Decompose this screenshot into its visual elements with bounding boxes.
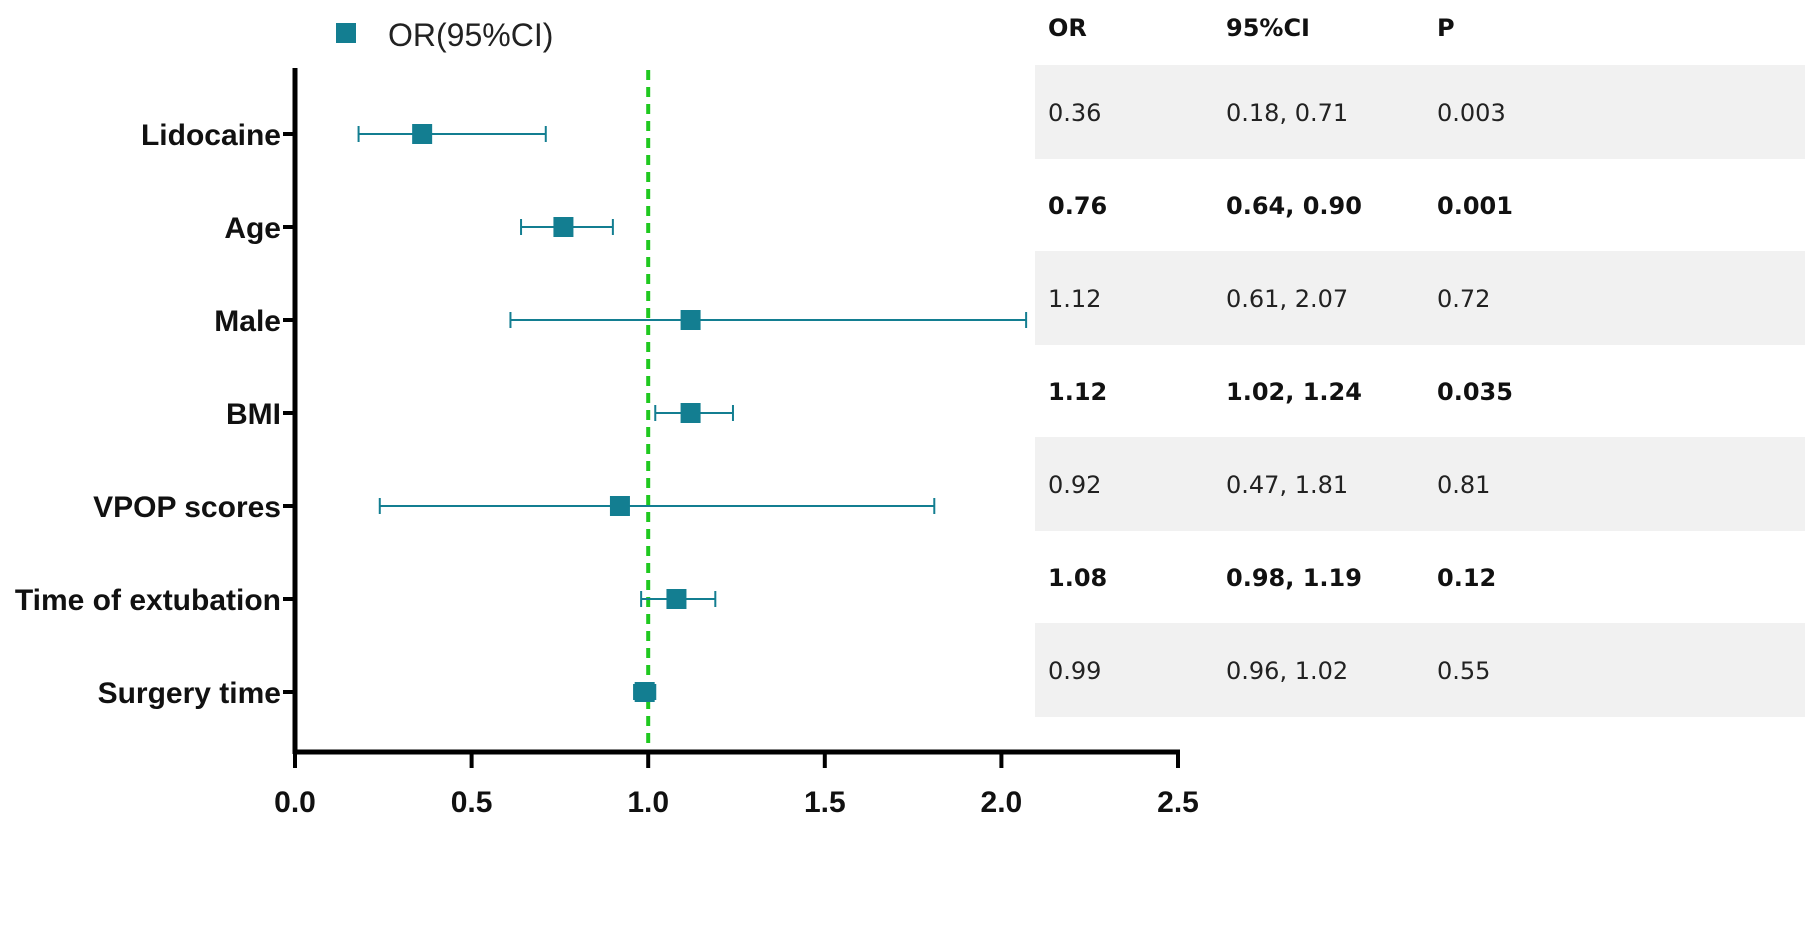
stats-table: OR 95%CI P 0.36 0.18, 0.71 0.003 0.76 0.64, 0.9…: [1048, 14, 1513, 685]
or-point: [609, 496, 630, 516]
or-point: [412, 124, 433, 144]
or-point: [553, 217, 574, 237]
row-label: BMI: [226, 398, 281, 431]
row-label: Male: [214, 305, 281, 338]
plot-area: 0.0 0.5 1.0 1.5 2.0 2.5 Lidocaine Age Male BMI VPO…: [15, 68, 1199, 819]
table-cell-ci: 0.18, 0.71: [1226, 99, 1348, 127]
x-tick-label: 0.0: [274, 786, 316, 819]
legend-marker: [336, 23, 356, 43]
or-point: [680, 310, 701, 330]
table-cell-ci: 0.98, 1.19: [1226, 564, 1362, 592]
table-cell-ci: 0.47, 1.81: [1226, 471, 1348, 499]
table-cell-p: 0.72: [1437, 285, 1490, 313]
table-row-shade: [1035, 437, 1805, 531]
row-label: Lidocaine: [141, 119, 281, 152]
table-cell-p: 0.035: [1437, 378, 1513, 406]
table-cell-or: 0.99: [1048, 657, 1101, 685]
x-tick-label: 2.0: [981, 786, 1023, 819]
table-cell-p: 0.12: [1437, 564, 1496, 592]
or-point: [666, 589, 687, 609]
table-header: OR: [1048, 14, 1087, 42]
table-cell-or: 1.12: [1048, 378, 1107, 406]
table-row-shade: [1035, 65, 1805, 159]
row-label: Surgery time: [98, 677, 281, 710]
table-cell-ci: 1.02, 1.24: [1226, 378, 1362, 406]
legend: OR(95%CI): [336, 17, 553, 53]
table-cell-p: 0.81: [1437, 471, 1490, 499]
table-cell-ci: 0.64, 0.90: [1226, 192, 1362, 220]
or-point: [634, 682, 655, 702]
table-cell-ci: 0.96, 1.02: [1226, 657, 1348, 685]
x-tick-label: 1.5: [804, 786, 846, 819]
table-cell-or: 1.08: [1048, 564, 1107, 592]
table-cell-p: 0.55: [1437, 657, 1490, 685]
table-row-shade: [1035, 251, 1805, 345]
table-cell-p: 0.003: [1437, 99, 1506, 127]
table-cell-ci: 0.61, 2.07: [1226, 285, 1348, 313]
or-point: [680, 403, 701, 423]
table-cell-or: 0.76: [1048, 192, 1107, 220]
row-label: Time of extubation: [15, 584, 281, 617]
table-cell-or: 1.12: [1048, 285, 1101, 313]
table-row-shade: [1035, 623, 1805, 717]
table-header: 95%CI: [1226, 14, 1310, 42]
legend-label: OR(95%CI): [388, 17, 553, 53]
table-header: P: [1437, 14, 1455, 42]
x-tick-label: 1.0: [627, 786, 669, 819]
table-background: [1035, 65, 1805, 717]
table-cell-p: 0.001: [1437, 192, 1513, 220]
row-label: Age: [224, 212, 281, 245]
x-tick-label: 2.5: [1157, 786, 1199, 819]
x-tick-label: 0.5: [451, 786, 493, 819]
table-cell-or: 0.92: [1048, 471, 1101, 499]
table-cell-or: 0.36: [1048, 99, 1101, 127]
row-label: VPOP scores: [93, 491, 281, 524]
